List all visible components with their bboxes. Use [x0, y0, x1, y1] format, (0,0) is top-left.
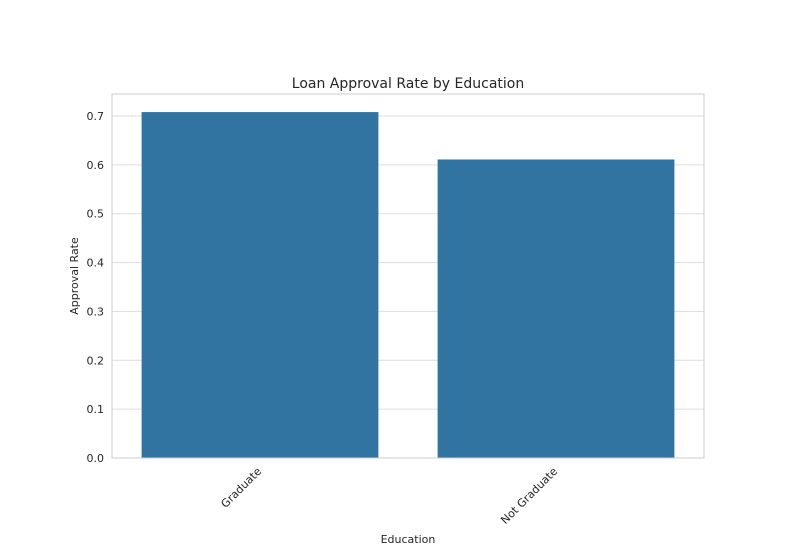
y-tick-label: 0.1	[87, 403, 105, 416]
x-tick-label: Graduate	[218, 465, 264, 511]
y-tick-label: 0.6	[87, 159, 105, 172]
bar-graduate	[141, 112, 379, 458]
y-tick-label: 0.2	[87, 354, 105, 367]
y-tick-label: 0.5	[87, 208, 105, 221]
x-axis-ticks: Graduate Not Graduate	[218, 465, 560, 527]
y-axis-ticks: 0.0 0.1 0.2 0.3 0.4 0.5 0.6 0.7	[87, 110, 105, 465]
x-tick-label: Not Graduate	[498, 465, 560, 527]
y-tick-label: 0.0	[87, 452, 105, 465]
bars	[141, 112, 675, 459]
bar-not-graduate	[437, 159, 675, 459]
y-tick-label: 0.7	[87, 110, 105, 123]
plot-frame	[111, 93, 705, 459]
y-tick-label: 0.4	[87, 257, 105, 270]
y-tick-label: 0.3	[87, 305, 105, 318]
x-axis-label: Education	[381, 533, 436, 546]
y-axis-label: Approval Rate	[68, 237, 81, 315]
chart-title: Loan Approval Rate by Education	[292, 76, 524, 92]
